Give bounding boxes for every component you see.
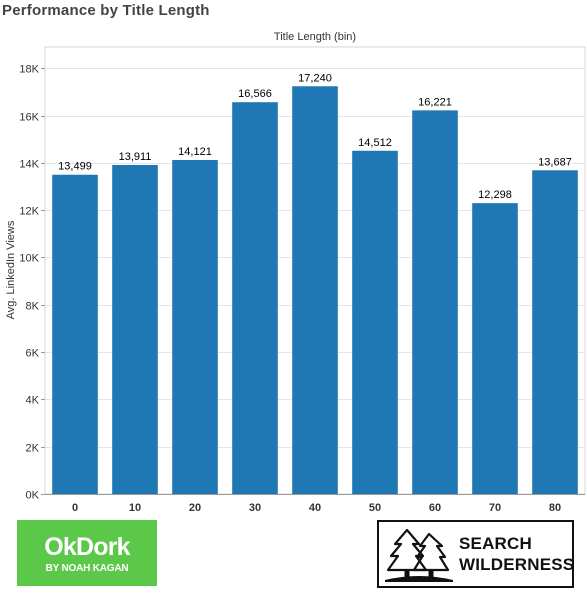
pine-trees-icon [385, 528, 453, 582]
data-label: 16,221 [418, 96, 452, 108]
bar-80 [532, 170, 578, 495]
y-tick-label: 18K [19, 64, 39, 76]
bar-50 [352, 150, 398, 495]
search-wilderness-line2: WILDERNESS [459, 555, 575, 574]
x-axis-title: Title Length (bin) [274, 31, 356, 43]
data-label: 16,566 [238, 88, 272, 100]
data-labels: 13,499 13,911 14,121 16,566 17,240 14,512 16,2… [58, 72, 572, 201]
x-tick-label: 30 [249, 502, 261, 514]
data-label: 17,240 [298, 72, 332, 84]
bar-40 [292, 86, 338, 494]
search-wilderness-line1: SEARCH [459, 534, 532, 553]
bars [52, 86, 578, 495]
bar-20 [172, 160, 218, 494]
x-tick-label: 80 [549, 502, 561, 514]
okdork-logo-name: OkDork [44, 533, 130, 561]
data-label: 12,298 [478, 189, 512, 201]
x-tick-label: 0 [72, 502, 78, 514]
data-label: 14,512 [358, 137, 392, 149]
y-tick-label: 6K [26, 348, 40, 360]
okdork-logo: OkDork BY NOAH KAGAN [17, 520, 157, 586]
x-axis: 0 10 20 30 40 50 60 70 80 [45, 494, 585, 514]
y-tick-label: 0K [26, 490, 40, 502]
x-tick-label: 50 [369, 502, 381, 514]
bar-10 [112, 164, 158, 494]
y-axis-title: Avg. LinkedIn Views [5, 220, 17, 319]
x-tick-label: 40 [309, 502, 321, 514]
search-wilderness-logo: SEARCH WILDERNESS [377, 520, 574, 588]
y-tick-label: 10K [19, 253, 39, 265]
bar-70 [472, 203, 518, 495]
x-tick-label: 20 [189, 502, 201, 514]
x-tick-label: 60 [429, 502, 441, 514]
okdork-logo-tagline: BY NOAH KAGAN [45, 563, 129, 574]
bar-60 [412, 110, 458, 494]
y-tick-label: 4K [26, 395, 40, 407]
x-tick-label: 10 [129, 502, 141, 514]
data-label: 13,911 [119, 151, 152, 163]
bar-30 [232, 102, 278, 494]
y-tick-label: 2K [26, 443, 40, 455]
bar-chart: Title Length (bin) Avg. LinkedIn Views 0… [5, 31, 586, 514]
y-tick-label: 12K [19, 206, 39, 218]
x-tick-label: 70 [489, 502, 501, 514]
bar-0 [52, 174, 98, 495]
data-label: 13,687 [538, 156, 572, 168]
y-tick-label: 16K [19, 112, 39, 124]
y-tick-label: 8K [26, 301, 40, 313]
data-label: 14,121 [178, 146, 212, 158]
data-label: 13,499 [58, 161, 92, 173]
y-tick-label: 14K [19, 159, 39, 171]
page-title: Performance by Title Length [2, 2, 210, 19]
y-axis: 0K 2K 4K 6K 8K 10K 12K 14K 16K 18K [19, 64, 45, 502]
